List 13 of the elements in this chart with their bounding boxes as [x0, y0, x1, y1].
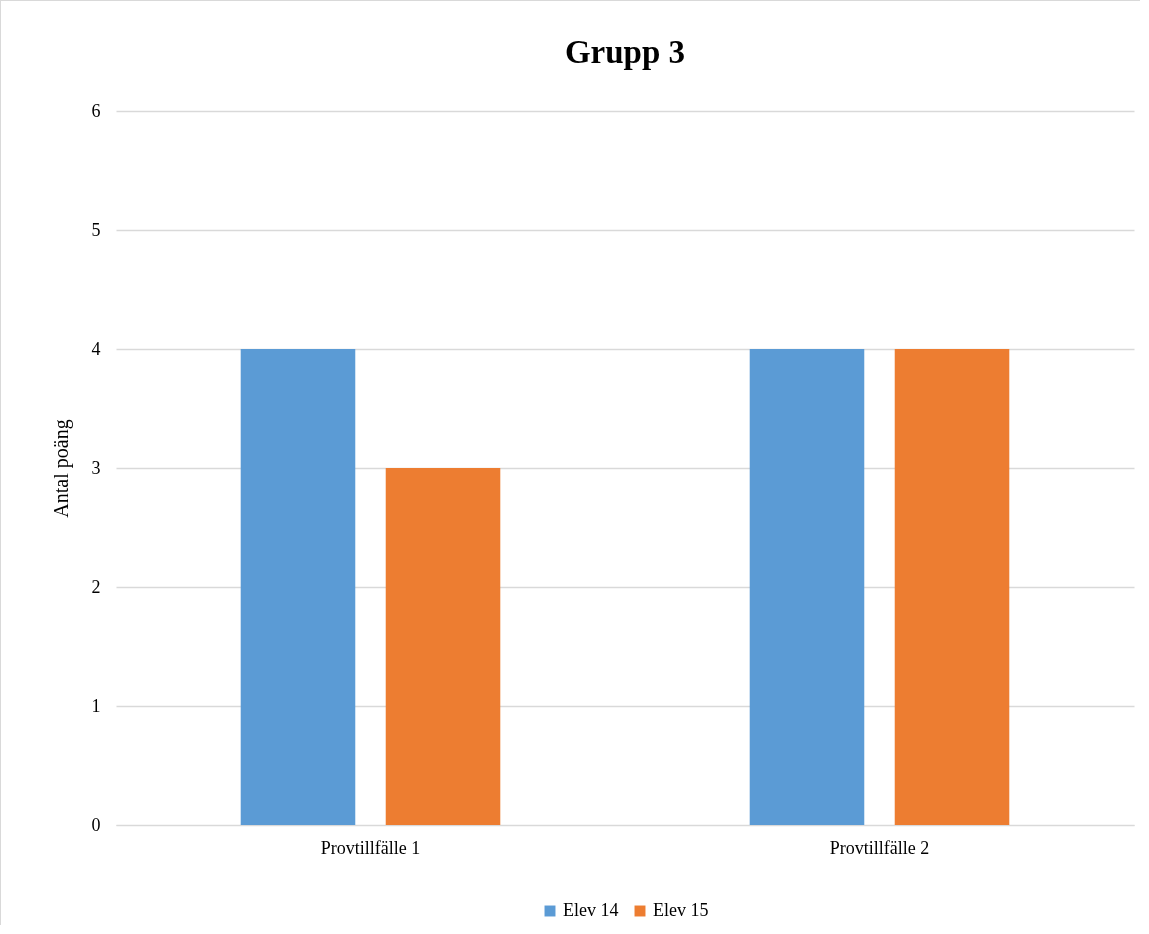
- legend-label: Elev 15: [653, 900, 709, 920]
- y-axis-title: Antal poäng: [49, 419, 73, 518]
- y-tick-label: 5: [91, 219, 101, 240]
- y-tick-label: 2: [91, 576, 101, 597]
- x-tick-label: Provtillfälle 2: [829, 837, 930, 858]
- legend-label: Elev 14: [563, 900, 619, 920]
- chart-title: Grupp 3: [564, 34, 686, 70]
- x-tick-label: Provtillfälle 1: [320, 837, 421, 858]
- y-tick-label: 1: [91, 695, 101, 716]
- y-tick-label: 6: [91, 100, 101, 121]
- y-tick-label: 3: [91, 457, 101, 478]
- y-tick-label: 0: [91, 814, 101, 835]
- y-tick-label: 4: [91, 338, 101, 359]
